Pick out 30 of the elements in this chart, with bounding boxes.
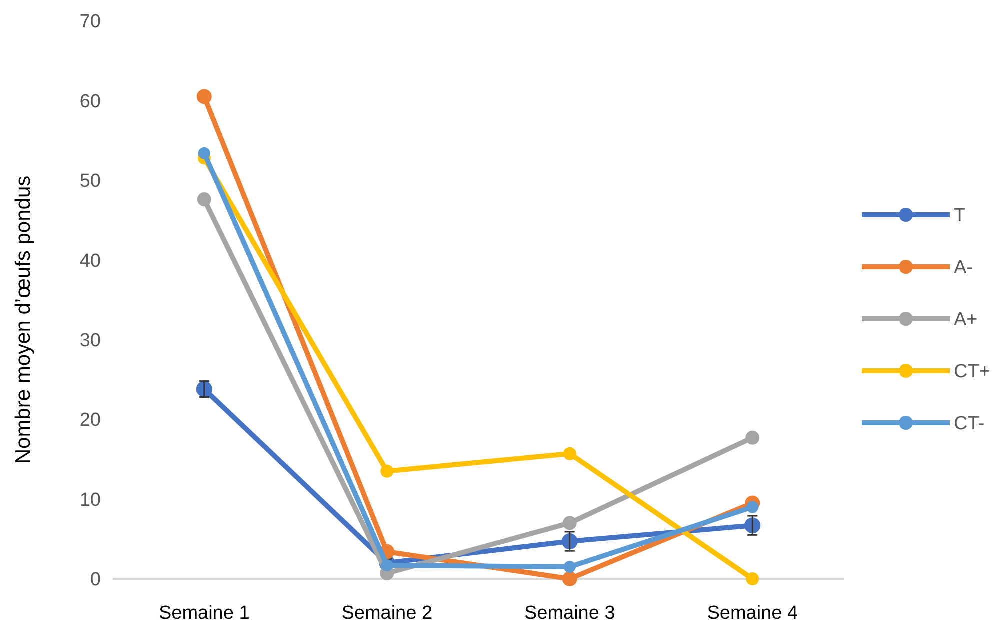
point: [196, 89, 212, 104]
point: [198, 147, 210, 160]
y-tick-label: 60: [80, 91, 101, 112]
legend-label: A-: [954, 258, 973, 279]
point: [381, 559, 394, 572]
x-tick-label: Semaine 3: [524, 603, 616, 624]
x-tick-label: Semaine 1: [158, 603, 250, 624]
y-tick-label: 50: [80, 171, 101, 192]
x-tick-label: Semaine 2: [342, 603, 433, 624]
point: [746, 572, 760, 586]
legend-label: T: [954, 206, 966, 227]
point: [746, 501, 759, 514]
point: [562, 516, 577, 530]
point: [380, 464, 394, 478]
point: [562, 572, 578, 586]
x-tick-label: Semaine 4: [707, 603, 798, 624]
y-tick-label: 10: [80, 490, 101, 511]
y-axis-title: Nombre moyen d’œufs pondus: [12, 176, 35, 464]
point: [746, 430, 760, 445]
y-tick-label: 70: [80, 12, 101, 33]
y-tick-label: 30: [80, 330, 101, 352]
y-tick-label: 40: [80, 250, 101, 272]
point: [197, 192, 212, 207]
point: [563, 447, 576, 460]
point: [564, 561, 576, 574]
legend-label: CT+: [954, 362, 990, 383]
y-tick-label: 0: [90, 570, 101, 591]
legend-label: A+: [954, 310, 978, 331]
y-tick-label: 20: [80, 410, 101, 432]
legend-label: CT-: [954, 414, 985, 435]
